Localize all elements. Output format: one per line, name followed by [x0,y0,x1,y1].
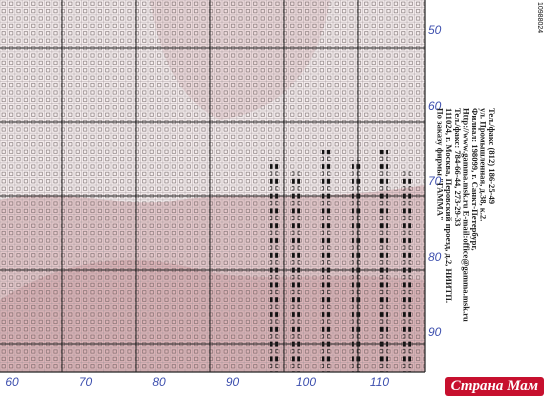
product-code: 10988024 [536,2,543,34]
publisher-line: Тел./факс: 784-66-44, 273-29-33 [452,108,463,227]
publisher-line: Тел./факс (812) 186-25-49 [487,108,498,205]
column-number: 80 [152,375,166,389]
column-number: 110 [369,375,390,389]
row-number: 70 [428,174,442,188]
watermark: Страна Мам [444,377,544,396]
row-number: 50 [428,23,442,37]
major-grid [0,0,425,372]
column-number: 100 [295,375,317,389]
column-number: 70 [78,375,93,389]
row-number: 80 [428,249,442,264]
row-number: 60 [428,98,442,113]
publisher-line: 111024, г. Москва, Перовский проезд, д.2… [444,108,455,304]
publisher-line: ул. Промышленная, д.38, к.2. [478,108,489,222]
column-number: 90 [225,375,240,389]
publisher-line: Http://www.gamma.msk.ru E-mail:office@ga… [461,108,472,322]
publisher-line: Филиал: 198099, г. Санкт-Петербург, [469,108,480,251]
publisher-info: По заказу фирмы "ГАММА" 111024, г. Москва… [435,108,498,322]
publisher-line: По заказу фирмы "ГАММА" [435,108,446,221]
row-number: 90 [428,325,442,339]
column-number: 60 [5,375,19,389]
